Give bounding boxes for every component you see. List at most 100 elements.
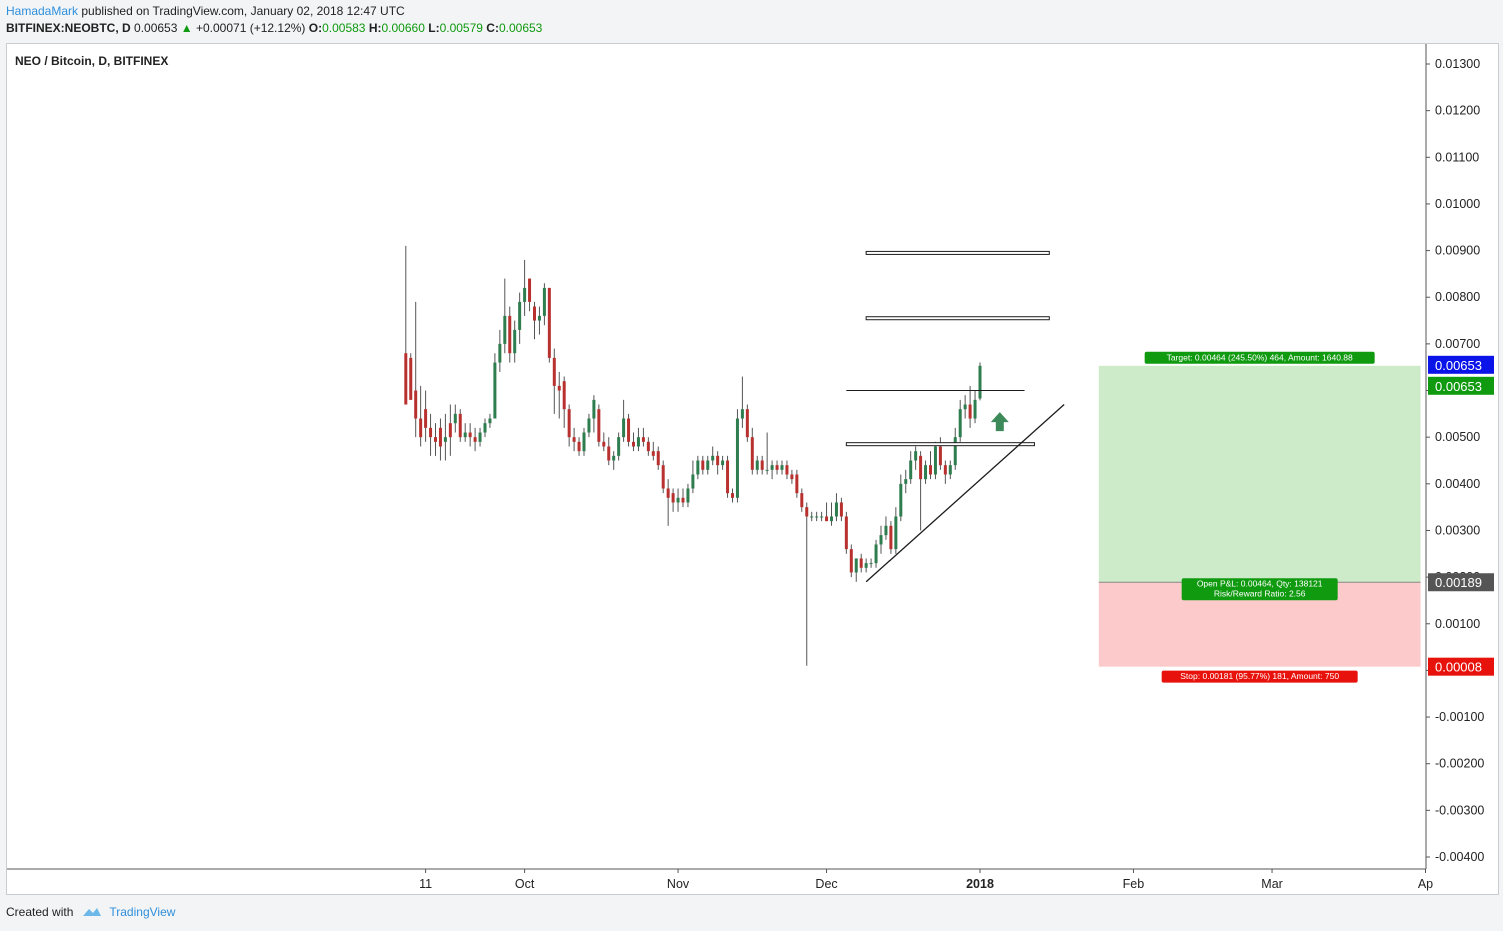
candle-body <box>770 465 774 470</box>
horizontal-level-line <box>865 250 1050 255</box>
candle-body <box>760 460 764 470</box>
price-badge-text: 0.00008 <box>1435 660 1482 675</box>
candle-body <box>656 451 660 466</box>
candle-body <box>864 563 868 568</box>
candle-body <box>904 479 908 484</box>
open-pl-label-text: Risk/Reward Ratio: 2.56 <box>1214 589 1306 599</box>
candle-body <box>646 441 650 452</box>
candle-body <box>404 353 408 405</box>
symbol-name: BITFINEX:NEOBTC, D <box>6 21 131 35</box>
candle-body <box>438 427 442 447</box>
close-value: 0.00653 <box>498 21 543 35</box>
candle-body <box>602 441 606 447</box>
candle-body <box>612 455 616 461</box>
chart-header: HamadaMark published on TradingView.com,… <box>6 3 542 37</box>
candle-body <box>943 465 947 475</box>
created-with-text: Created with <box>6 905 74 919</box>
candle-body <box>414 390 418 419</box>
candle-body <box>552 357 556 386</box>
x-tick-label: 2018 <box>966 877 994 891</box>
up-arrow-icon <box>990 412 1009 432</box>
candle-body <box>790 474 794 480</box>
candle-body <box>844 516 848 550</box>
candle-body <box>716 455 720 466</box>
last-price: 0.00653 <box>134 21 178 35</box>
low-value: 0.00579 <box>439 21 483 35</box>
x-tick-label: Ap <box>1418 877 1433 891</box>
candle-body <box>681 497 685 503</box>
y-tick-label: -0.00300 <box>1435 803 1484 817</box>
x-tick-label: Mar <box>1261 877 1283 891</box>
candle-body <box>641 437 645 442</box>
candle-body <box>547 287 551 358</box>
candle-body <box>830 516 833 522</box>
candle-body <box>661 465 665 489</box>
candle-body <box>924 465 928 480</box>
candle-body <box>632 441 635 447</box>
open-value: 0.00583 <box>322 21 366 35</box>
candle-body <box>810 516 814 518</box>
candle-body <box>498 343 502 363</box>
x-tick-label: 11 <box>419 877 432 891</box>
candle-body <box>963 404 967 410</box>
candle-body <box>711 455 715 461</box>
candle-body <box>825 516 829 522</box>
candle-body <box>919 455 923 480</box>
candle-body <box>453 413 457 424</box>
candle-body <box>834 502 838 517</box>
candle-body <box>666 488 670 498</box>
close-label: C: <box>486 21 499 35</box>
candle-body <box>577 441 581 452</box>
price-badge-text: 0.00653 <box>1435 379 1482 394</box>
candle-body <box>636 437 640 447</box>
price-badge-bg <box>1428 573 1494 592</box>
candle-body <box>765 469 769 471</box>
price-badge: 0.00189 <box>1428 573 1494 592</box>
candle-body <box>933 446 937 475</box>
target-label-text: Target: 0.00464 (245.50%) 464, Amount: 1… <box>1167 352 1353 362</box>
y-tick-label: 0.00700 <box>1435 337 1480 351</box>
candle-body <box>815 516 819 518</box>
candle-body <box>463 432 467 438</box>
candle-body <box>745 409 749 438</box>
candle-body <box>953 437 957 466</box>
x-tick-label: Nov <box>667 877 690 891</box>
tradingview-link[interactable]: TradingView <box>81 905 175 919</box>
candle-body <box>726 460 730 494</box>
candle-body <box>533 306 536 321</box>
candle-body <box>889 525 893 550</box>
candle-body <box>929 465 932 475</box>
candle-body <box>735 418 739 498</box>
y-tick-label: 0.01200 <box>1435 104 1480 118</box>
y-tick-label: -0.00100 <box>1435 710 1484 724</box>
candle-body <box>820 516 824 518</box>
candle-body <box>597 409 601 442</box>
candle-body <box>518 301 522 330</box>
candle-body <box>473 437 477 442</box>
horizontal-level-line <box>865 316 1050 321</box>
candle-body <box>523 287 527 302</box>
candle-body <box>701 460 705 470</box>
author-link[interactable]: HamadaMark <box>6 4 79 18</box>
y-tick-label: -0.00200 <box>1435 757 1484 771</box>
candle-body <box>627 418 631 442</box>
x-tick-label: Feb <box>1123 877 1145 891</box>
footer: Created with TradingView <box>6 905 175 919</box>
candle-body <box>755 460 759 470</box>
price-badge: 0.00653 <box>1428 376 1494 395</box>
candle-body <box>537 315 541 321</box>
price-badge: 0.00653 <box>1428 355 1494 374</box>
candle-body <box>592 399 596 419</box>
y-tick-label: 0.00100 <box>1435 617 1480 631</box>
candle-body <box>483 423 487 433</box>
candle-body <box>795 474 799 494</box>
price-badge-text: 0.00189 <box>1435 575 1482 590</box>
stop-label: Stop: 0.00181 (95.77%) 181, Amount: 750 <box>1161 670 1358 683</box>
candle-body <box>478 432 482 442</box>
candle-body <box>409 357 413 400</box>
y-tick-label: 0.01300 <box>1435 57 1480 71</box>
candle-body <box>508 315 512 354</box>
candle-body <box>676 497 680 503</box>
y-tick-label: 0.01100 <box>1435 150 1479 164</box>
